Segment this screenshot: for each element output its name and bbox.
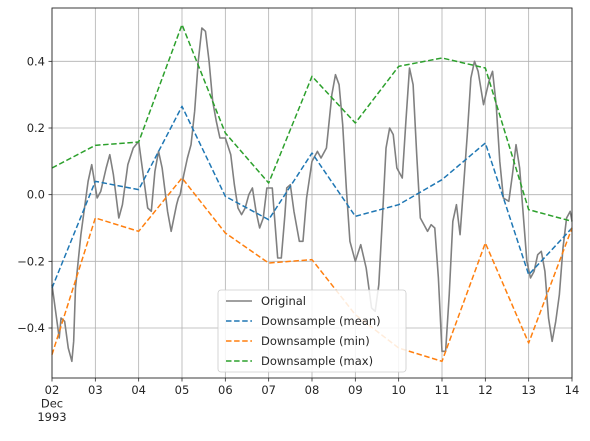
- x-tick-label: 11: [435, 383, 450, 397]
- x-tick-label: 10: [391, 383, 406, 397]
- x-tick-label: 06: [218, 383, 233, 397]
- x-tick-label: 04: [131, 383, 146, 397]
- x-tick-label: 12: [478, 383, 493, 397]
- x-tick-label: 02: [45, 383, 60, 397]
- legend-label-3: Downsample (max): [261, 354, 373, 368]
- legend-label-1: Downsample (mean): [261, 314, 381, 328]
- y-tick-label: 0.2: [27, 121, 45, 135]
- x-tick-label: 07: [261, 383, 276, 397]
- y-tick-label: −0.2: [17, 254, 45, 268]
- x-tick-label: 08: [305, 383, 320, 397]
- y-tick-label: 0.4: [27, 54, 45, 68]
- x-tick-label: 13: [521, 383, 536, 397]
- legend-label-2: Downsample (min): [261, 334, 370, 348]
- x-tick-label: 05: [175, 383, 190, 397]
- x-tick-label: Dec: [41, 397, 63, 411]
- x-tick-label: 14: [565, 383, 580, 397]
- x-tick-label: 03: [88, 383, 103, 397]
- x-tick-label: 09: [348, 383, 363, 397]
- legend-label-0: Original: [261, 294, 306, 308]
- x-tick-label: 1993: [37, 410, 66, 424]
- y-tick-label: −0.4: [17, 321, 45, 335]
- y-tick-label: 0.0: [27, 188, 45, 202]
- legend: Original Downsample (mean) Downsample (min…: [218, 290, 406, 372]
